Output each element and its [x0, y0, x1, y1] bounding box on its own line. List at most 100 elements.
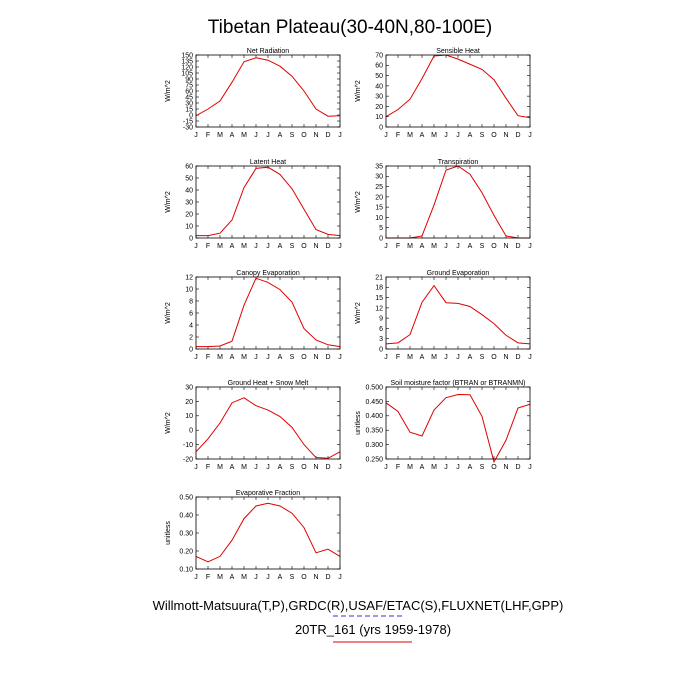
y-tick-label: 0.400	[365, 413, 383, 420]
y-tick-label: 0	[189, 112, 193, 119]
x-tick-label: A	[278, 354, 283, 361]
x-tick-label: J	[338, 243, 342, 250]
panel-title: Transpiration	[438, 159, 479, 166]
x-tick-label: J	[384, 354, 388, 361]
series-line	[385, 393, 531, 464]
y-tick-label: 105	[181, 70, 193, 77]
main-title: Tibetan Plateau(30-40N,80-100E)	[208, 17, 492, 38]
x-tick-label: J	[338, 574, 342, 581]
x-tick-label: J	[194, 574, 198, 581]
x-tick-label: A	[420, 243, 425, 250]
y-tick-label: 40	[375, 83, 383, 90]
x-tick-label: J	[194, 464, 198, 471]
plot-frame	[385, 276, 531, 350]
y-tick-label: 8	[189, 298, 193, 305]
x-tick-label: J	[254, 574, 258, 581]
y-tick-label: 30	[185, 199, 193, 206]
x-tick-label: J	[194, 132, 198, 139]
x-tick-label: A	[230, 574, 235, 581]
y-tick-label: 0	[379, 346, 383, 353]
y-tick-label: 20	[375, 104, 383, 111]
series-line	[386, 165, 530, 239]
y-tick-label: 10	[375, 215, 383, 222]
plot-frame	[385, 54, 531, 128]
x-tick-label: O	[301, 464, 307, 471]
y-tick-label: 5	[379, 225, 383, 232]
y-tick-label: 0.300	[365, 442, 383, 449]
x-tick-label: N	[313, 464, 318, 471]
series-line	[385, 284, 531, 345]
x-tick-label: S	[290, 464, 295, 471]
x-tick-label: O	[491, 464, 497, 471]
y-tick-label: 0.40	[179, 512, 193, 519]
x-tick-label: M	[217, 132, 223, 139]
x-tick-label: D	[515, 464, 520, 471]
y-tick-label: 60	[185, 163, 193, 170]
x-tick-label: N	[313, 354, 318, 361]
x-tick-label: D	[515, 243, 520, 250]
y-axis-label: W/m^2	[165, 191, 172, 213]
x-tick-label: M	[407, 132, 413, 139]
y-tick-label: 30	[185, 384, 193, 391]
x-tick-label: S	[290, 574, 295, 581]
x-tick-label: F	[206, 132, 210, 139]
y-tick-label: 10	[185, 413, 193, 420]
y-tick-label: -20	[183, 456, 193, 463]
x-tick-label: M	[431, 132, 437, 139]
x-tick-label: F	[396, 132, 400, 139]
x-tick-label: O	[301, 574, 307, 581]
x-tick-label: F	[396, 464, 400, 471]
y-tick-label: 50	[185, 175, 193, 182]
x-tick-label: D	[515, 354, 520, 361]
y-tick-label: 70	[375, 52, 383, 59]
panel-title: Ground Evaporation	[427, 270, 490, 277]
y-tick-label: 0.50	[179, 494, 193, 501]
y-tick-label: 12	[185, 274, 193, 281]
x-tick-label: J	[456, 464, 460, 471]
y-tick-label: 90	[185, 76, 193, 83]
x-tick-label: J	[528, 132, 532, 139]
y-tick-label: 135	[181, 58, 193, 65]
panel-title: Canopy Evaporation	[236, 270, 300, 277]
y-axis-label: W/m^2	[355, 80, 362, 102]
panel-title: Evaporative Fraction	[236, 490, 300, 497]
y-tick-label: 40	[185, 187, 193, 194]
x-tick-label: F	[206, 354, 210, 361]
y-axis-label: W/m^2	[355, 302, 362, 324]
x-tick-label: F	[206, 464, 210, 471]
y-tick-label: 50	[375, 73, 383, 80]
series-line	[196, 277, 341, 348]
x-tick-label: A	[230, 464, 235, 471]
x-tick-label: J	[266, 574, 270, 581]
y-tick-label: 0.450	[365, 399, 383, 406]
x-tick-label: M	[241, 243, 247, 250]
plot-frame	[195, 54, 341, 128]
y-tick-label: 15	[185, 106, 193, 113]
panel-title: Soil moisture factor (BTRAN or BTRANMN)	[391, 380, 526, 387]
x-tick-label: J	[456, 243, 460, 250]
x-tick-label: O	[301, 132, 307, 139]
y-tick-label: 60	[185, 88, 193, 95]
y-tick-label: 15	[375, 205, 383, 212]
y-tick-label: 10	[375, 114, 383, 121]
x-tick-label: F	[206, 243, 210, 250]
y-tick-label: 25	[375, 184, 383, 191]
x-tick-label: S	[290, 243, 295, 250]
x-tick-label: J	[444, 464, 448, 471]
x-tick-label: A	[230, 132, 235, 139]
x-tick-label: J	[266, 243, 270, 250]
x-tick-label: D	[325, 574, 330, 581]
x-tick-label: M	[431, 243, 437, 250]
x-tick-label: N	[503, 354, 508, 361]
y-tick-label: -30	[183, 124, 193, 131]
x-tick-label: J	[338, 354, 342, 361]
x-tick-label: J	[266, 132, 270, 139]
series-line	[195, 397, 341, 459]
x-tick-label: J	[254, 132, 258, 139]
x-tick-label: A	[468, 243, 473, 250]
y-tick-label: 30	[375, 94, 383, 101]
panels: Net RadiationW/m^2-30-150153045607590105…	[165, 48, 532, 581]
y-tick-label: 0.30	[179, 530, 193, 537]
